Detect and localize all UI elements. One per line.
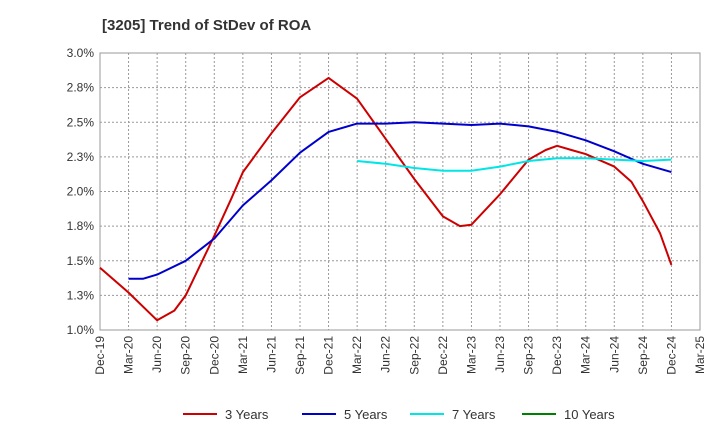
- y-tick-label: 1.3%: [67, 288, 95, 302]
- x-tick-label: Dec-23: [550, 336, 564, 375]
- series-group: [99, 76, 673, 322]
- legend-label-10-years: 10 Years: [564, 407, 615, 422]
- x-tick-label: Dec-19: [93, 336, 107, 375]
- y-tick-label: 2.5%: [67, 115, 95, 129]
- series-line-7-years: [357, 157, 672, 172]
- legend-label-3-years: 3 Years: [225, 407, 269, 422]
- x-tick-label: Sep-20: [179, 336, 193, 375]
- y-tick-label: 2.3%: [67, 150, 95, 164]
- x-tick-label: Sep-24: [636, 336, 650, 375]
- x-tick-label: Sep-21: [293, 336, 307, 375]
- series-line-3-years: [99, 76, 673, 322]
- x-tick-label: Mar-21: [236, 336, 250, 374]
- x-tick-label: Mar-20: [122, 336, 136, 374]
- y-tick-label: 2.8%: [67, 81, 95, 95]
- x-tick-label: Mar-23: [464, 336, 478, 374]
- y-tick-label: 1.0%: [67, 323, 95, 337]
- x-tick-label: Jun-23: [493, 336, 507, 373]
- series-line-5-years: [128, 121, 672, 280]
- x-tick-label: Sep-22: [407, 336, 421, 375]
- y-axis: 1.0% 1.3% 1.5% 1.8% 2.0% 2.3% 2.5% 2.8% 3.0%: [67, 46, 95, 337]
- x-tick-label: Jun-24: [607, 336, 621, 373]
- x-tick-label: Dec-21: [322, 336, 336, 375]
- plot-area: [99, 52, 701, 331]
- x-tick-label: Mar-24: [579, 336, 593, 374]
- y-tick-label: 1.5%: [67, 254, 95, 268]
- chart-title: [3205] Trend of StDev of ROA: [102, 17, 311, 34]
- x-tick-label: Dec-24: [664, 336, 678, 375]
- x-tick-label: Dec-22: [436, 336, 450, 375]
- legend: 3 Years 5 Years 7 Years 10 Years: [183, 407, 615, 422]
- legend-label-7-years: 7 Years: [452, 407, 496, 422]
- x-tick-label: Mar-25: [693, 336, 707, 374]
- legend-label-5-years: 5 Years: [344, 407, 388, 422]
- x-axis: Dec-19 Mar-20 Jun-20 Sep-20 Dec-20 Mar-21 Jun-…: [93, 336, 707, 375]
- x-tick-label: Dec-20: [207, 336, 221, 375]
- x-tick-label: Jun-21: [264, 336, 278, 373]
- y-tick-label: 3.0%: [67, 46, 95, 60]
- x-tick-label: Jun-22: [379, 336, 393, 373]
- x-tick-label: Mar-22: [350, 336, 364, 374]
- x-tick-label: Sep-23: [522, 336, 536, 375]
- x-tick-label: Jun-20: [150, 336, 164, 373]
- y-tick-label: 1.8%: [67, 219, 95, 233]
- y-tick-label: 2.0%: [67, 185, 95, 199]
